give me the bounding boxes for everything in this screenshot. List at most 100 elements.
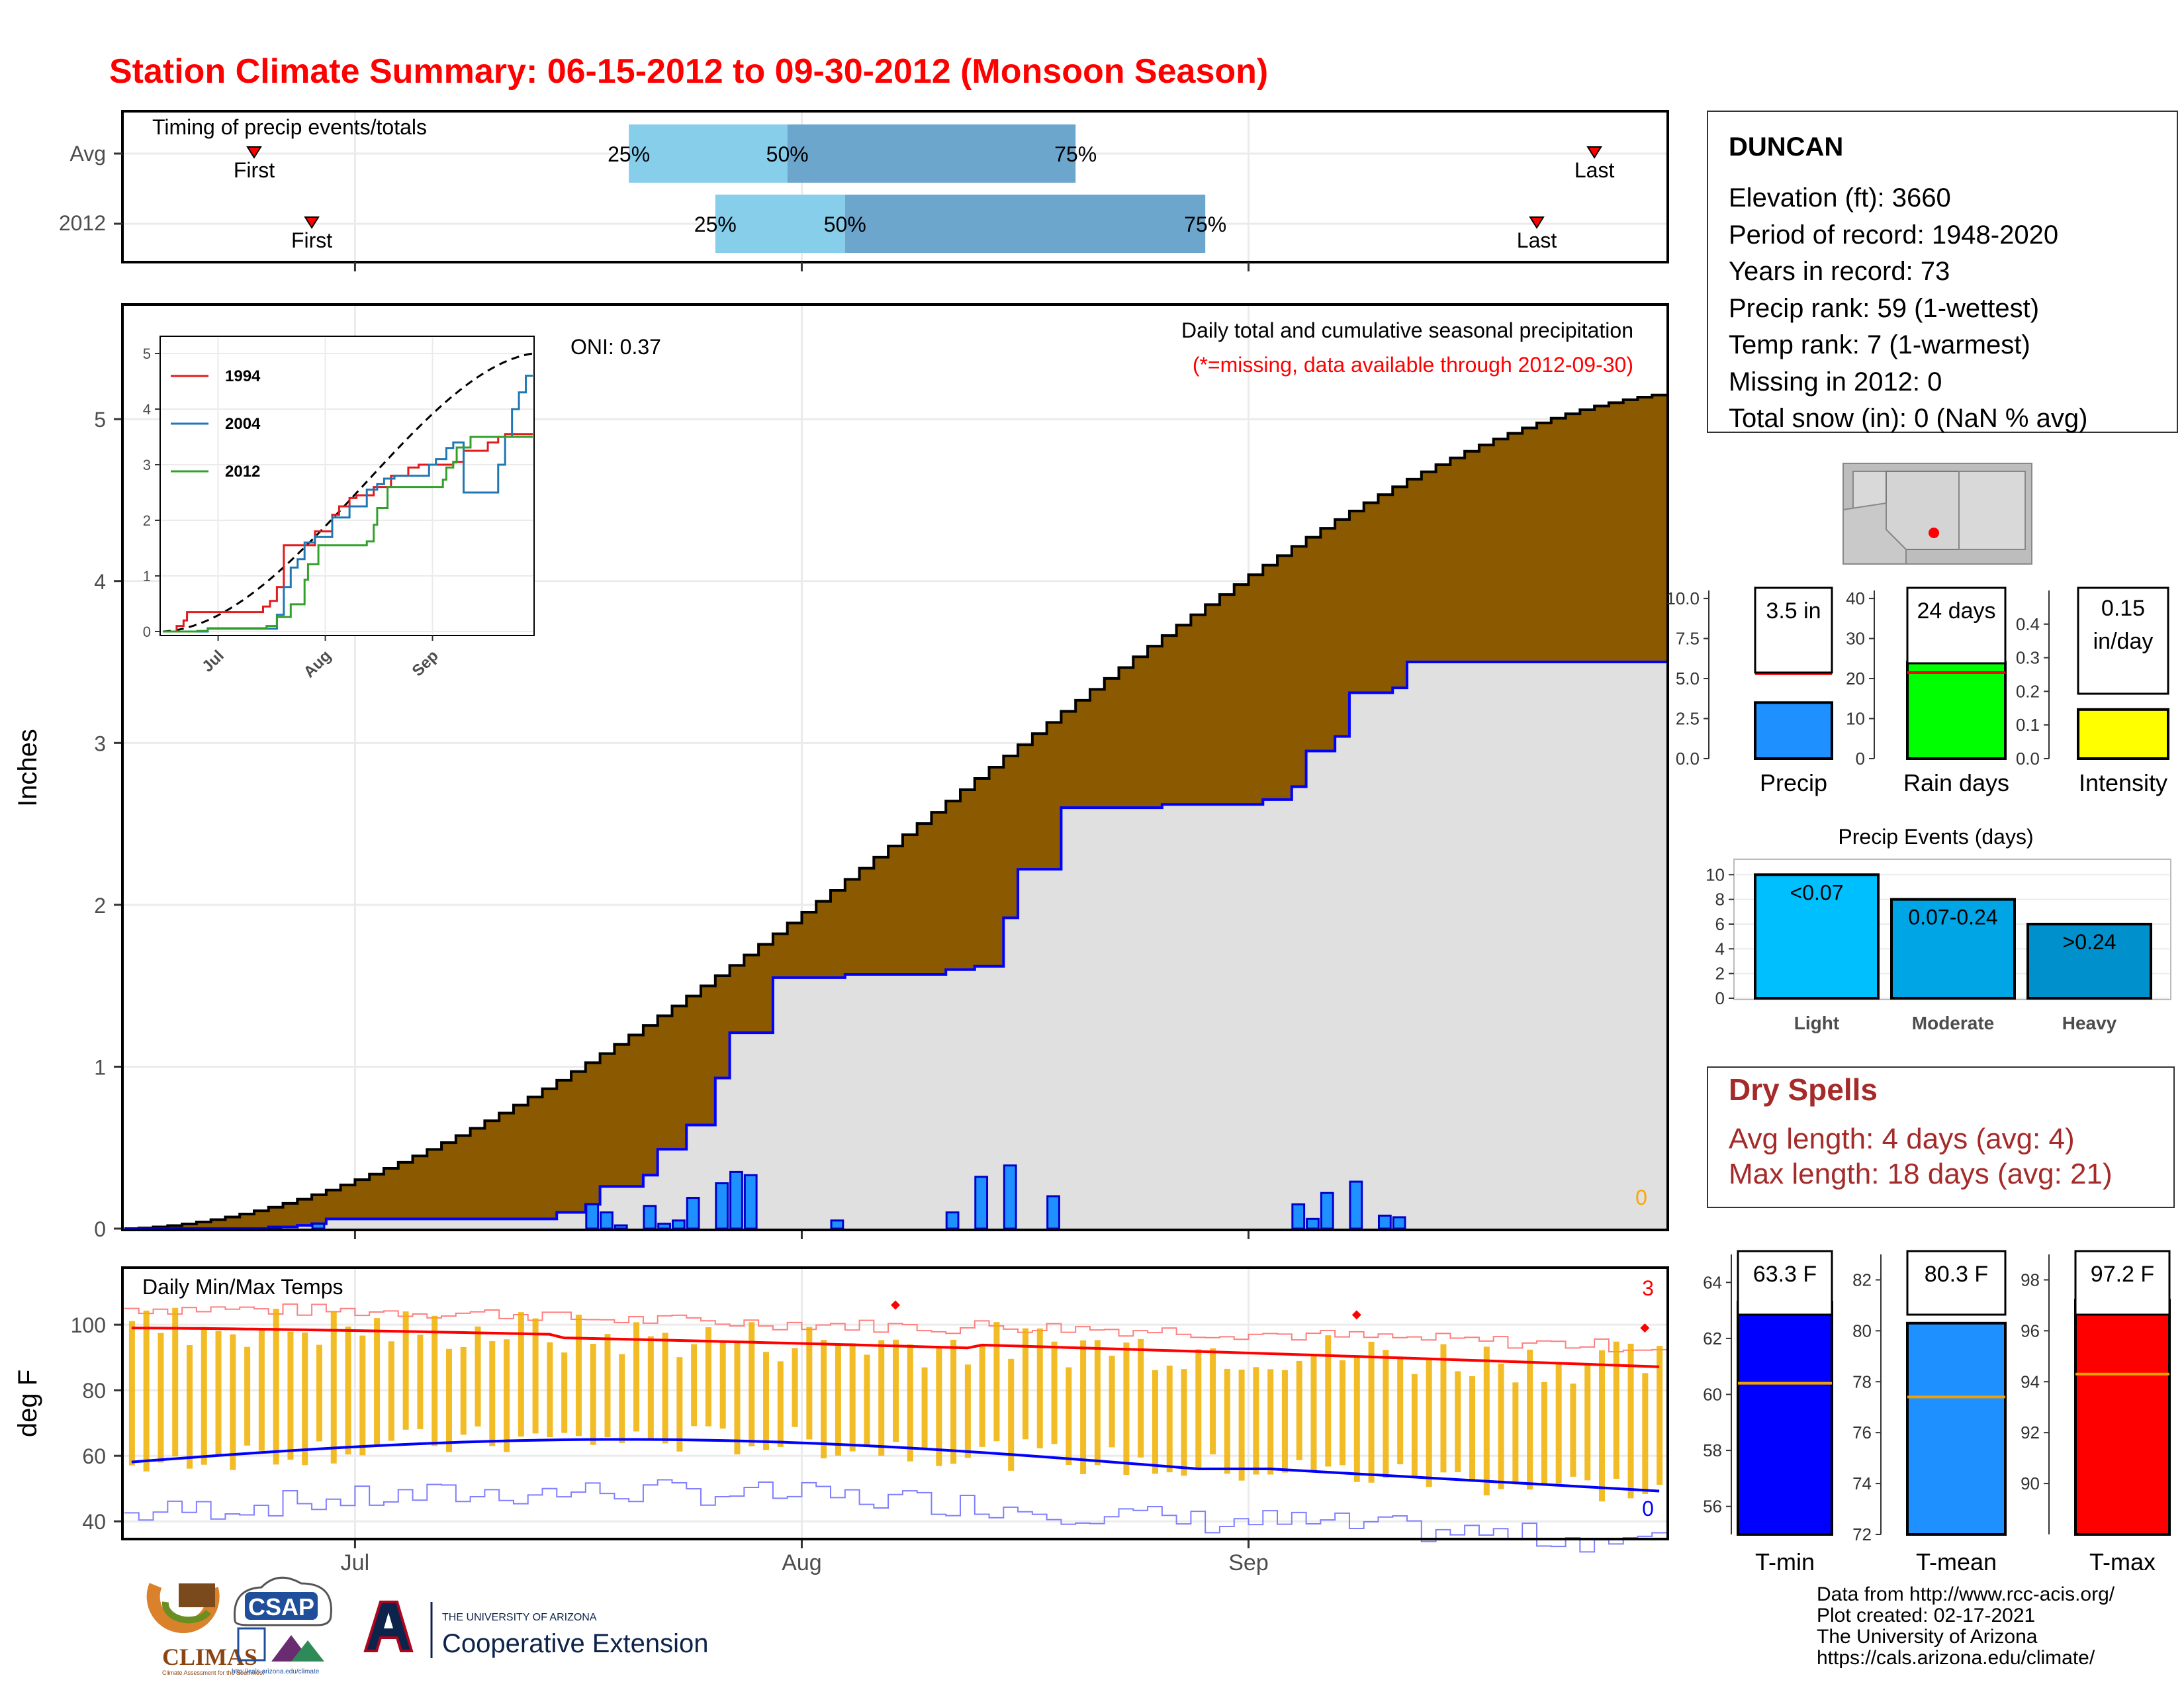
precip-daily-bar [974,1176,989,1230]
daily-temp-bar [633,1322,640,1432]
credits: Data from http://www.rcc-acis.org/ Plot … [1817,1583,2115,1669]
daily-temp-bar [1296,1360,1302,1460]
daily-temp-bar [518,1312,524,1437]
daily-temp-bar [475,1326,481,1427]
record-high-count: 3 [1642,1276,1654,1300]
csap-logo-url: http://cals.arizona.edu/climate [232,1668,320,1675]
daily-temp-bar [547,1342,553,1438]
daily-temp-bar [749,1322,755,1446]
daily-temp-bar [1166,1365,1173,1473]
daily-temp-bar [1613,1341,1619,1479]
precip-y-tick-label: 3 [94,731,106,755]
precip-events-title: Precip Events (days) [1838,825,2033,849]
mini-y-tick-label: 0.0 [1676,749,1700,769]
mini-y-tick-label: 92 [2021,1423,2040,1442]
daily-temp-bar [273,1309,279,1465]
mini-y-tick-label: 7.5 [1676,629,1700,649]
precip-daily-bar [830,1219,844,1230]
timing-pct-label: 75% [1054,142,1097,166]
daily-temp-bar [950,1339,957,1464]
daily-temp-bar [878,1340,885,1456]
daily-temp-bar [402,1311,409,1430]
daily-temp-bar [158,1333,164,1463]
events-bar [2026,923,2152,1000]
precip-daily-bar [743,1174,758,1230]
daily-temp-bar [1267,1369,1274,1475]
mini-value-bar [1906,1321,2007,1536]
inset-y-tick-label: 5 [143,346,151,362]
inset-legend-label: 2012 [225,463,260,481]
daily-temp-bar [1238,1370,1245,1481]
daily-temp-bar [893,1339,899,1442]
mini-category-label: T-min [1755,1548,1815,1575]
daily-temp-bar [676,1357,683,1452]
dry-spells-box: Dry Spells Avg length: 4 days (avg: 4) M… [1707,1066,2175,1208]
station-name: DUNCAN [1729,132,1843,162]
mini-value-label: 3.5 in [1766,598,1821,624]
inset-y-tick-label: 3 [143,457,151,473]
precip-daily-bar [671,1219,686,1230]
month-label-aug: Aug [782,1550,822,1575]
daily-temp-bar [1066,1367,1072,1466]
daily-temp-bar [215,1331,222,1456]
precip-daily-bar [268,1226,283,1230]
inset-legend-label: 1994 [225,367,261,385]
mini-category-label: T-mean [1916,1548,1997,1575]
station-missing: Missing in 2012: 0 [1729,367,1942,397]
events-y-tick-label: 10 [1706,865,1725,884]
inset-y-tick-label: 1 [143,568,151,585]
mini-value-box [1754,586,1833,674]
temp-panel: 40 60 80 100 Daily Min/Max Temps 3 0 deg F [13,1266,1669,1553]
events-bars: <0.07 Light 0.07-0.24 Moderate >0.24 Heavy [1754,873,2152,1033]
mini-value-bar [2077,708,2169,761]
precip-2012-cumulative-area [124,662,1666,1229]
mini-value-bar [1737,1300,1833,1536]
daily-temp-bar [792,1348,798,1427]
dry-spells-avg: Avg length: 4 days (avg: 4) [1729,1123,2075,1155]
daily-temp-bar [186,1345,193,1469]
daily-temp-bar [345,1326,351,1455]
daily-temp-bar [1527,1349,1533,1490]
daily-temp-bar [1383,1350,1389,1478]
mini-category-label: T-max [2089,1548,2156,1575]
daily-temp-bar [849,1343,856,1452]
station-elevation: Elevation (ft): 3660 [1729,183,1951,212]
inset-series-2012 [163,436,533,633]
temp-y-tick-label: 80 [82,1379,106,1403]
daily-temp-bar [1181,1369,1187,1476]
timing-bar-50-75 [844,195,1206,253]
mini-value-label: 97.2 F [2091,1262,2154,1287]
precip-summary-panels: 0.0 2.5 5.0 7.5 10.0 3.5 in Precip 0 10 20 30 40 24 … [1666,586,2169,796]
daily-temp-bar [302,1333,308,1466]
month-label-jul: Jul [341,1550,369,1575]
daily-temp-bar [964,1364,971,1458]
daily-temp-bar [864,1354,870,1445]
daily-temp-bar [374,1318,381,1446]
inset-avg-line [162,352,533,633]
daily-temp-bar [561,1352,568,1433]
temp-y-tick-label: 100 [71,1313,106,1337]
mini-value-box [1737,1250,1833,1316]
daily-temp-bar [532,1318,539,1434]
mini-y-tick-label: 90 [2021,1474,2040,1493]
precip-daily-bar [1392,1216,1406,1230]
mini-value-bar [1906,661,2007,760]
daily-temp-bar [1195,1349,1202,1468]
timing-pct-label: 50% [824,212,866,236]
daily-temp-bar [1483,1346,1490,1496]
daily-temp-bar [993,1322,1000,1442]
daily-temp-bar [1411,1374,1418,1477]
daily-temp-bar [662,1333,668,1444]
mini-value-box [2077,586,2169,695]
daily-temp-bar [763,1352,770,1450]
timing-pct-label: 25% [694,212,737,236]
precip-daily-bar [945,1211,960,1230]
events-bar [1890,898,2016,1000]
events-bar-label: 0.07-0.24 [1908,906,1997,929]
daily-temp-bar [907,1344,913,1462]
daily-temp-bar [1281,1370,1288,1473]
mini-y-tick-label: 10 [1846,709,1865,729]
daily-temp-bar [1138,1338,1144,1458]
timing-last-label: Last [1574,158,1615,182]
daily-temp-bar [258,1329,265,1451]
